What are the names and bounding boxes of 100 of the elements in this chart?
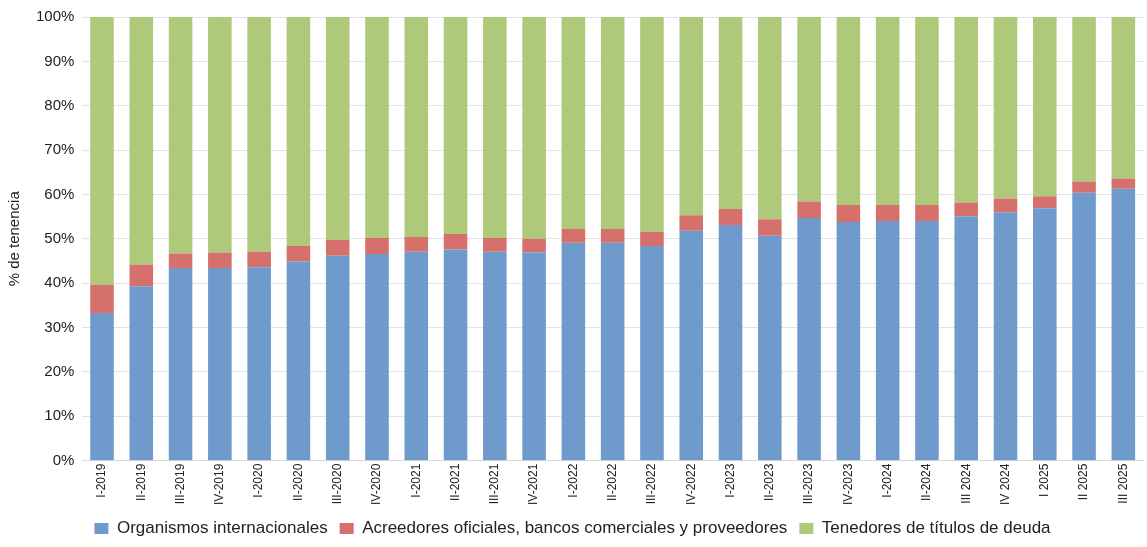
bar	[915, 17, 939, 206]
bar	[718, 225, 743, 461]
bar	[168, 268, 193, 461]
x-tick-label: IV-2022	[683, 463, 698, 506]
y-tick-label: 70%	[44, 140, 75, 158]
y-tick-label: 40%	[44, 273, 75, 291]
legend-label: Organismos internacionales	[116, 518, 328, 538]
x-tick-label: I-2024	[879, 463, 894, 498]
x-tick-label: I-2021	[408, 463, 423, 498]
bar	[836, 221, 861, 461]
bar	[718, 17, 743, 210]
bar	[758, 235, 782, 461]
bar	[483, 237, 507, 252]
bar	[954, 216, 979, 461]
bar	[286, 17, 311, 246]
bar	[1072, 192, 1096, 461]
bar	[561, 242, 586, 461]
x-tick-label: II 2025	[1076, 463, 1091, 501]
bar	[404, 17, 429, 238]
bar	[679, 215, 704, 231]
bar	[836, 17, 861, 206]
bar	[1033, 208, 1057, 461]
bar	[443, 249, 468, 461]
y-tick-label: 60%	[44, 184, 75, 202]
bar	[993, 212, 1018, 461]
bar	[875, 205, 900, 222]
bar	[247, 267, 271, 461]
bar	[836, 205, 861, 222]
bar	[797, 17, 821, 202]
x-tick-label: II-2020	[290, 463, 305, 501]
x-tick-label: I-2023	[722, 463, 737, 498]
legend-label: Acreedores oficiales, bancos comerciales y proveedores	[362, 518, 788, 538]
bar	[325, 17, 350, 240]
bar	[915, 221, 939, 461]
bar	[286, 245, 311, 262]
x-tick-label: IV-2019	[212, 463, 227, 506]
y-tick-label: 0%	[52, 450, 75, 468]
bar	[208, 252, 232, 269]
bar	[208, 268, 232, 461]
x-tick-label: I-2022	[565, 463, 580, 498]
bar	[1033, 17, 1057, 197]
bar	[797, 217, 821, 461]
bar	[640, 231, 664, 246]
x-tick-label: III-2023	[801, 463, 816, 505]
x-tick-label: II-2024	[919, 463, 934, 501]
bar	[600, 242, 625, 461]
bar	[1033, 196, 1057, 209]
bar	[1072, 181, 1096, 193]
x-tick-label: II-2023	[762, 463, 777, 501]
bar	[954, 17, 979, 203]
x-tick-label: IV-2021	[526, 463, 541, 506]
bar	[522, 17, 546, 239]
bar	[325, 255, 350, 461]
bar	[915, 205, 939, 222]
bar	[522, 252, 546, 461]
bar	[208, 17, 232, 253]
bar	[286, 261, 311, 461]
bar	[483, 251, 507, 461]
bar	[993, 198, 1018, 213]
x-tick-label: IV-2020	[369, 463, 384, 506]
x-tick-label: III-2022	[644, 463, 659, 505]
bar	[365, 253, 389, 461]
bar	[718, 209, 743, 226]
bar	[993, 17, 1018, 199]
y-tick-label: 30%	[44, 317, 75, 335]
bar	[90, 284, 114, 313]
bar	[443, 17, 468, 234]
bar	[90, 312, 114, 461]
bar	[1111, 17, 1136, 179]
bar	[483, 17, 507, 238]
bar	[404, 237, 429, 252]
bar	[247, 17, 271, 252]
bar	[325, 239, 350, 256]
bar	[875, 221, 900, 461]
bar	[443, 233, 468, 250]
bar	[561, 17, 586, 230]
y-axis-title: % de tenencia	[5, 190, 23, 287]
bar	[561, 229, 586, 243]
bar	[1111, 188, 1136, 461]
bar	[875, 17, 900, 206]
x-tick-label: IV-2023	[840, 463, 855, 506]
x-tick-label: II-2019	[133, 463, 148, 501]
x-tick-label: III-2019	[172, 463, 187, 505]
bar	[600, 229, 625, 243]
bar	[365, 17, 389, 238]
bar	[129, 264, 154, 287]
bar	[1111, 178, 1136, 189]
bar	[758, 17, 782, 220]
bar	[640, 17, 664, 232]
bar	[247, 251, 271, 268]
x-tick-label: II-2022	[604, 463, 619, 501]
bar	[168, 253, 193, 269]
y-tick-label: 20%	[44, 362, 75, 380]
bar	[129, 17, 154, 265]
x-tick-label: III 2024	[958, 463, 973, 504]
y-tick-label: 80%	[44, 95, 75, 113]
y-tick-label: 100%	[35, 7, 75, 25]
x-tick-label: III-2021	[487, 463, 502, 505]
y-tick-label: 10%	[44, 406, 75, 424]
bar	[129, 286, 154, 461]
